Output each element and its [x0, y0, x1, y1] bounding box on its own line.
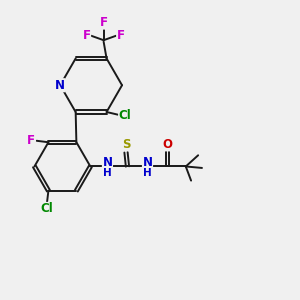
Text: F: F: [82, 29, 91, 42]
Text: H: H: [103, 168, 112, 178]
Text: N: N: [142, 156, 152, 170]
Text: O: O: [163, 138, 172, 151]
Text: Cl: Cl: [40, 202, 53, 215]
Text: H: H: [143, 168, 152, 178]
Text: F: F: [27, 134, 35, 147]
Text: N: N: [55, 79, 64, 92]
Text: N: N: [103, 156, 112, 170]
Text: S: S: [122, 138, 130, 151]
Text: F: F: [100, 16, 108, 29]
Text: F: F: [117, 29, 125, 42]
Text: Cl: Cl: [119, 109, 131, 122]
